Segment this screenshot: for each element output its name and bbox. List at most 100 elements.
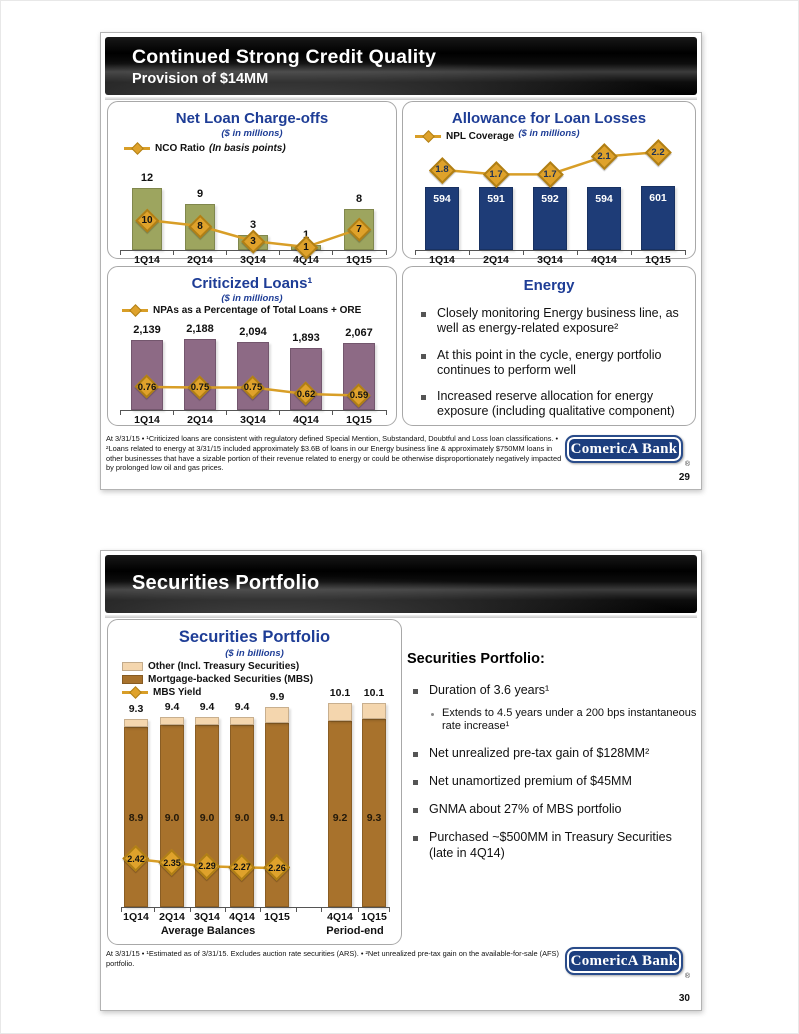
- comerica-bank-logo: ComericA Bank ®: [565, 947, 690, 980]
- line-value-label: 1: [303, 241, 309, 253]
- x-axis-label: 3Q14: [537, 254, 563, 266]
- legend-line-marker-icon: [415, 129, 441, 143]
- bar-3Q14: [533, 187, 567, 250]
- line-value-label: 8: [197, 220, 203, 232]
- bar-1Q14: [425, 187, 459, 250]
- x-axis-tick: [190, 907, 191, 912]
- line-marker-diamond: 1.7: [482, 161, 510, 188]
- x-axis-label: 4Q14: [327, 911, 353, 923]
- x-axis-tick: [631, 250, 632, 255]
- legend-label: NPAs as a Percentage of Total Loans + OR…: [153, 305, 362, 316]
- bullet-item: Duration of 3.6 years¹: [413, 683, 699, 698]
- x-axis-tick: [296, 907, 297, 912]
- chart-title: Net Loan Charge-offs: [175, 110, 329, 127]
- line-marker-diamond: 0.75: [187, 375, 213, 400]
- line-marker-diamond: 2.35: [158, 849, 186, 877]
- bar-mbs-1Q14: [124, 727, 148, 907]
- legend-label: Other (Incl. Treasury Securities): [148, 661, 300, 672]
- x-axis-tick: [173, 410, 174, 415]
- bar-mbs-1Q15: [362, 719, 386, 907]
- bullet-item: Closely monitoring Energy business line,…: [421, 306, 681, 337]
- square-bullet-icon: [421, 395, 426, 400]
- bar-other-2Q14: [160, 717, 184, 726]
- slide-title-bar: Continued Strong Credit Quality Provisio…: [105, 37, 697, 95]
- x-axis-label: 3Q14: [240, 414, 266, 426]
- x-axis-tick: [173, 250, 174, 255]
- x-axis: [121, 907, 389, 908]
- line-marker-diamond: 1.7: [536, 161, 564, 188]
- line-marker-diamond: 2.1: [590, 143, 618, 170]
- bar-value-label: 601: [649, 192, 667, 205]
- x-axis-label: 2Q14: [187, 254, 213, 266]
- bar-value-label: 594: [433, 193, 451, 205]
- bullet-item: Net unamortized premium of $45MM: [413, 774, 699, 789]
- line-marker-diamond: 7: [347, 217, 371, 241]
- square-bullet-icon: [413, 836, 418, 842]
- x-axis-tick: [577, 250, 578, 255]
- comerica-bank-logo: ComericA Bank ®: [565, 435, 690, 468]
- registered-trademark-icon: ®: [684, 973, 690, 980]
- total-value-label: 9.4: [199, 701, 215, 714]
- line-value-label: 10: [141, 214, 153, 226]
- bullet-text: Increased reserve allocation for energy …: [437, 389, 675, 419]
- logo-text: ComericA Bank: [570, 952, 678, 969]
- x-axis-label: 1Q15: [264, 911, 290, 923]
- trend-line: [135, 857, 278, 870]
- line-marker-diamond: 1.8: [428, 156, 456, 184]
- line-marker-diamond: 2.42: [122, 845, 150, 873]
- slide-footnote: At 3/31/15 • ¹Criticized loans are consi…: [106, 434, 562, 473]
- line-value-label: 3: [250, 235, 256, 247]
- total-value-label: 9.4: [234, 701, 250, 714]
- x-axis: [415, 250, 685, 251]
- x-axis-tick: [358, 907, 359, 912]
- line-marker-diamond: 3: [241, 229, 265, 253]
- criticized-chart-plot: 2,139 2,188 2,094 1,893 2,067 1Q14 2Q14 3Q14 4Q1…: [108, 267, 396, 426]
- total-value-label: 9.3: [128, 703, 144, 716]
- axis-group-label: Average Balances: [160, 925, 256, 937]
- x-axis-tick: [120, 410, 121, 415]
- legend-label: MBS Yield: [153, 687, 202, 698]
- bar-value-label: 594: [595, 193, 613, 205]
- chart-subtitle: ($ in millions): [221, 128, 283, 139]
- line-marker-diamond: 0.75: [240, 375, 266, 400]
- text-heading: Securities Portfolio:: [407, 651, 545, 667]
- x-axis-label: 2Q14: [187, 414, 213, 426]
- line-value-label: 2.27: [233, 862, 251, 873]
- square-bullet-icon: [413, 751, 418, 757]
- securities-chart-plot: 9.3 8.9 9.4 9.0 9.4 9.0 9.4 9.0 9.9 9.1 10.1 9.2 10.…: [108, 620, 401, 944]
- x-axis-label: 1Q15: [361, 911, 387, 923]
- bullet-text: Net unamortized premium of $45MM: [429, 773, 632, 788]
- legend-note: (In basis points): [209, 143, 286, 154]
- total-value-label: 9.4: [164, 701, 180, 714]
- mbs-value-label: 9.0: [234, 812, 250, 824]
- bar-value-label: 591: [487, 193, 505, 206]
- mbs-value-label: 9.3: [366, 812, 382, 824]
- x-axis-tick: [279, 250, 280, 255]
- securities-bullet-list: Net unrealized pre-tax gain of $128MM² N…: [413, 746, 699, 861]
- square-bullet-icon: [413, 779, 418, 785]
- slide-footnote: At 3/31/15 • ¹Estimated as of 3/31/15. E…: [106, 949, 559, 968]
- square-bullet-icon: [421, 312, 426, 317]
- line-value-label: 0.76: [137, 381, 157, 393]
- legend-nco-ratio: NCO Ratio (In basis points): [124, 141, 286, 155]
- header-divider: [105, 97, 697, 100]
- x-axis-label: 3Q14: [240, 254, 266, 266]
- total-value-label: 10.1: [329, 686, 351, 699]
- x-axis-label: 1Q14: [134, 414, 160, 426]
- x-axis-tick: [225, 907, 226, 912]
- slide-subtitle: Provision of $14MM: [132, 71, 269, 87]
- bar-value-label: 592: [541, 193, 559, 206]
- legend-mbs-yield: MBS Yield: [122, 685, 202, 699]
- mbs-value-label: 8.9: [128, 812, 144, 824]
- axis-group-label: Period-end: [326, 925, 384, 937]
- bullet-text: GNMA about 27% of MBS portfolio: [429, 802, 622, 817]
- bar-value-label: 8: [355, 192, 363, 205]
- x-axis-label: 1Q14: [134, 254, 160, 266]
- x-axis-label: 4Q14: [591, 254, 617, 266]
- mbs-value-label: 9.0: [199, 812, 215, 824]
- bar-other-4Q14: [230, 717, 254, 726]
- x-axis-label: 1Q14: [123, 911, 149, 923]
- bar-4Q14: [290, 348, 322, 410]
- dot-bullet-icon: [431, 713, 434, 717]
- bullet-item: Increased reserve allocation for energy …: [421, 389, 681, 420]
